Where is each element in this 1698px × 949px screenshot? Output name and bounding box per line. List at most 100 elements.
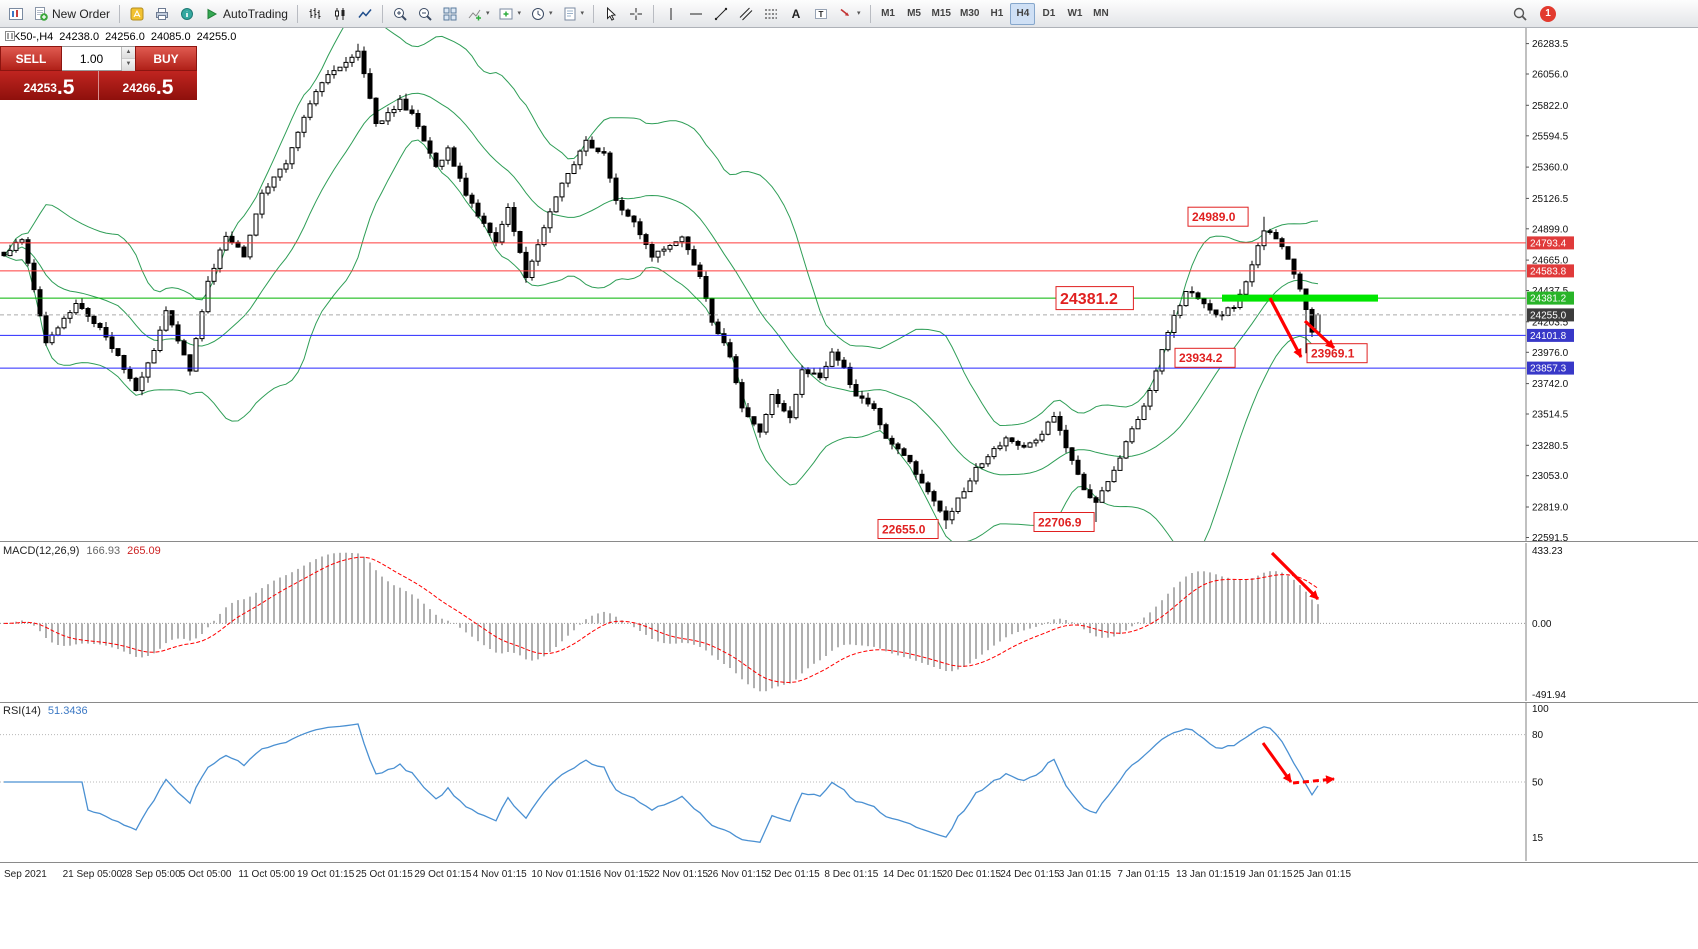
trend-arrow[interactable]	[1268, 297, 1303, 358]
time-label: 7 Jan 01:15	[1117, 869, 1170, 880]
crosshair-icon	[630, 7, 643, 20]
price-tick: 23514.5	[1532, 410, 1569, 421]
trend-arrow[interactable]	[1270, 551, 1320, 601]
price-axis[interactable]: 26283.5 26056.0 25822.0 25594.5 25360.0 25126…	[1525, 28, 1574, 541]
text-label-tool-button[interactable]: T	[809, 3, 833, 25]
sell-button[interactable]: SELL	[0, 46, 62, 71]
trendline-tool-button[interactable]	[709, 3, 733, 25]
green-highlight-bar[interactable]	[1222, 294, 1378, 302]
svg-text:24583.8: 24583.8	[1530, 266, 1567, 277]
autotrading-button[interactable]: AutoTrading	[200, 3, 292, 25]
timeframe-m5-button[interactable]: M5	[902, 3, 927, 25]
time-label: 3 Jan 01:15	[1058, 869, 1112, 880]
trend-arrow[interactable]	[1292, 775, 1335, 785]
timeframe-m30-button[interactable]: M30	[956, 3, 983, 25]
arrows-tool-button[interactable]: ▾	[834, 3, 865, 25]
autotrading-label: AutoTrading	[223, 6, 288, 21]
annotation-box	[1306, 343, 1368, 364]
price-tick: 24437.5	[1532, 286, 1569, 297]
volume-spinner[interactable]: ▲ ▼	[121, 47, 135, 71]
one-click-trading-panel: SELL 1.00 ▲ ▼ BUY 24253.5 24266.5	[0, 46, 197, 100]
tile-windows-button[interactable]	[438, 3, 462, 25]
search-icon[interactable]	[1512, 6, 1528, 22]
dropdown-caret-icon: ▾	[580, 10, 585, 17]
candlestick-mode-button[interactable]	[328, 3, 352, 25]
bid-price-display[interactable]: 24253.5	[0, 71, 99, 100]
zoom-out-button[interactable]	[413, 3, 437, 25]
crosshair-tool-button[interactable]	[624, 3, 648, 25]
price-panel: 24989.0 24381.2 23934.2 23969.1 22655.0 22706…	[0, 28, 1698, 541]
toolbar-separator	[381, 4, 383, 23]
timeframe-m15-button[interactable]: M15	[928, 3, 955, 25]
horizontal-line-tool-button[interactable]	[684, 3, 708, 25]
svg-text:A: A	[792, 7, 801, 21]
timeframe-w1-button[interactable]: W1	[1062, 3, 1087, 25]
info-button[interactable]	[175, 3, 199, 25]
chart-open: 24238.0	[59, 31, 100, 43]
toolbar-separator	[119, 4, 121, 23]
volume-up-icon[interactable]: ▲	[122, 47, 135, 59]
vertical-line-tool-button[interactable]	[659, 3, 683, 25]
buy-button[interactable]: BUY	[135, 46, 197, 71]
rsi-indicator-label: RSI(14) 51.3436	[3, 705, 88, 717]
time-label: 28 Sep 05:00	[121, 869, 181, 880]
macd-canvas[interactable]: 433.23 0.00 -491.94	[0, 543, 1698, 701]
new-chart-button[interactable]: ▾	[494, 3, 525, 25]
templates-button[interactable]: ▾	[558, 3, 589, 25]
rsi-canvas[interactable]: 100 80 50 15	[0, 703, 1698, 861]
notification-badge[interactable]: 1	[1540, 5, 1556, 22]
chart-high: 24256.0	[105, 31, 145, 43]
price-tick: 23280.5	[1532, 441, 1569, 452]
volume-field[interactable]: 1.00 ▲ ▼	[62, 46, 135, 71]
fibonacci-tool-button[interactable]	[759, 3, 783, 25]
time-label: 13 Jan 01:15	[1176, 869, 1234, 880]
panel-separator[interactable]	[0, 702, 1698, 703]
text-icon: A	[792, 7, 801, 21]
macd-panel: 433.23 0.00 -491.94 MACD(12,26,9) 166.93 2…	[0, 543, 1698, 701]
price-tick: 26056.0	[1532, 70, 1569, 81]
panel-separator	[0, 862, 1698, 863]
chart-window-button[interactable]	[4, 3, 28, 25]
svg-text:24793.4: 24793.4	[1530, 238, 1567, 249]
rsi-axis-label: 80	[1532, 730, 1544, 741]
new-order-button[interactable]: New Order	[29, 3, 114, 25]
line-chart-mode-button[interactable]	[353, 3, 377, 25]
trend-arrow[interactable]	[1303, 319, 1336, 350]
ask-price-display[interactable]: 24266.5	[99, 71, 197, 100]
bar-chart-mode-button[interactable]	[303, 3, 327, 25]
chart-low: 24085.0	[150, 31, 191, 43]
annotation-box	[1055, 286, 1134, 311]
print-icon	[156, 7, 169, 20]
timeframe-h4-button[interactable]: H4	[1010, 2, 1036, 25]
annotation-box	[1033, 512, 1095, 532]
timeframe-m1-button[interactable]: M1	[876, 3, 901, 25]
volume-value[interactable]: 1.00	[79, 51, 104, 66]
rsi-axis-label: 100	[1532, 704, 1549, 715]
dropdown-caret-icon: ▾	[548, 10, 553, 17]
main-chart-canvas[interactable]: 24989.0 24381.2 23934.2 23969.1 22655.0 22706…	[0, 28, 1698, 541]
indicators-button[interactable]: ▾	[463, 3, 494, 25]
channel-tool-button[interactable]	[734, 3, 758, 25]
zoom-in-button[interactable]	[388, 3, 412, 25]
price-tick: 22819.0	[1532, 503, 1569, 514]
text-label-icon: T	[815, 8, 828, 19]
trend-arrow[interactable]	[1261, 742, 1293, 783]
timeframe-d1-button[interactable]: D1	[1036, 3, 1061, 25]
timeframe-mn-button[interactable]: MN	[1088, 3, 1113, 25]
timeframe-h1-button[interactable]: H1	[984, 3, 1009, 25]
print-button[interactable]	[150, 3, 174, 25]
cursor-tool-button[interactable]	[599, 3, 623, 25]
periods-button[interactable]: ▾	[526, 3, 557, 25]
macd-indicator-label: MACD(12,26,9) 166.93 265.09	[3, 545, 161, 557]
time-axis[interactable]: Sep 2021 21 Sep 05:00 28 Sep 05:00 5 Oct 05…	[0, 865, 1698, 885]
chart-tab-icon	[5, 31, 15, 41]
editor-button[interactable]	[125, 3, 149, 25]
time-label: 2 Dec 01:15	[765, 869, 820, 880]
price-tick: 24899.0	[1532, 224, 1569, 235]
panel-separator[interactable]	[0, 541, 1698, 542]
time-label: 14 Dec 01:15	[883, 869, 943, 880]
svg-text:22655.0: 22655.0	[882, 522, 926, 536]
volume-down-icon[interactable]: ▼	[122, 59, 135, 71]
time-label: 19 Jan 01:15	[1234, 869, 1293, 880]
text-tool-button[interactable]: A	[784, 3, 808, 25]
